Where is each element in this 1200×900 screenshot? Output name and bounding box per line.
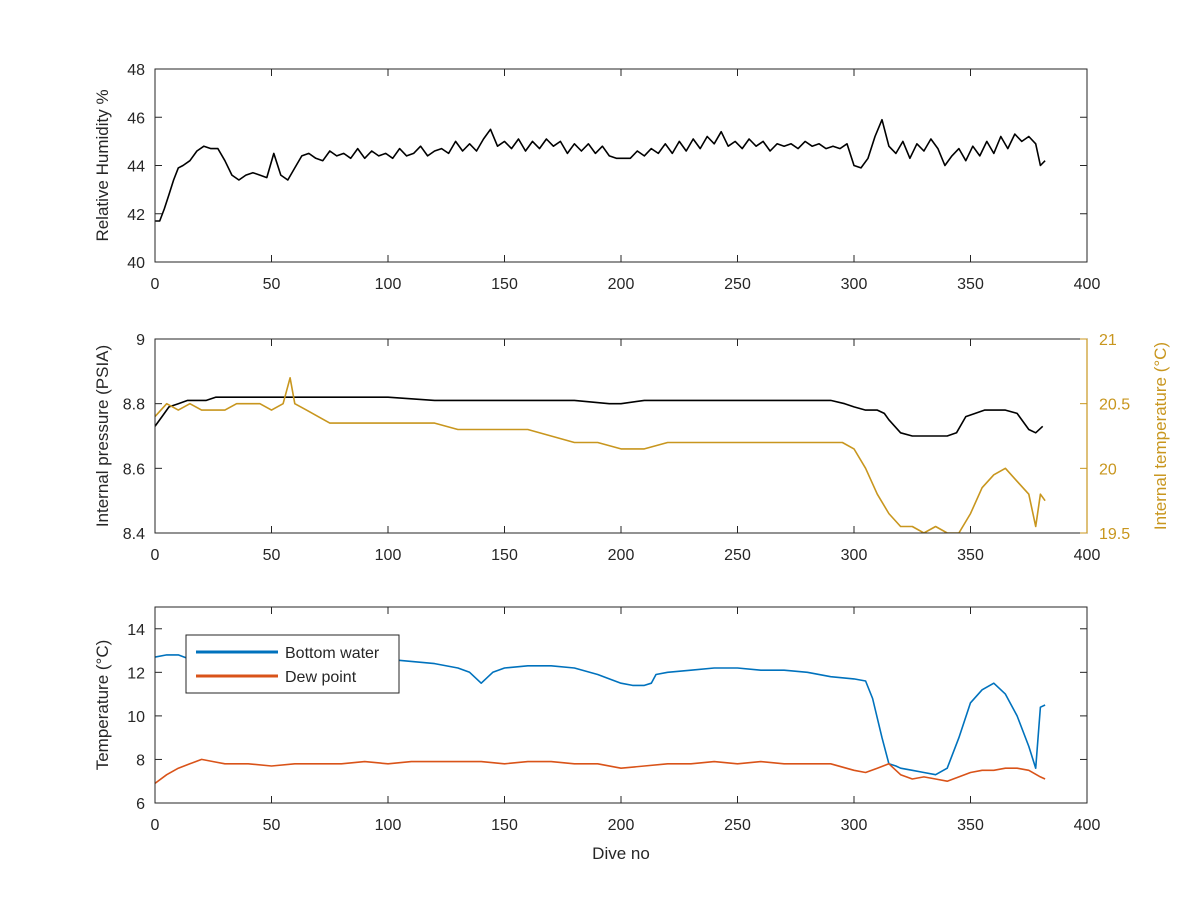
series-line-1 (155, 118, 1046, 222)
x-tick-label: 0 (151, 276, 160, 293)
x-tick-label: 0 (151, 547, 160, 564)
legend-box (185, 634, 400, 694)
legend: Bottom water Dew point (185, 634, 400, 694)
x-tick-label: 350 (957, 276, 984, 293)
x-tick-label: 400 (1074, 276, 1101, 293)
series-line-2 (155, 376, 1046, 533)
y-tick-label: 48 (127, 62, 145, 79)
x-tick-label: 100 (375, 276, 402, 293)
x-tick-label: 50 (263, 547, 281, 564)
chart-panel-1: 0 50 100 150 200 250 300 350 400 40 42 44 46 48 Relati… (93, 62, 1100, 293)
x-tick-label: 100 (375, 547, 402, 564)
series-line-2 (155, 758, 1046, 785)
x-tick-label: 150 (491, 276, 518, 293)
x-tick-label: 150 (491, 547, 518, 564)
y-tick-label: 8.8 (123, 397, 145, 414)
y-tick-label: 6 (136, 796, 145, 813)
y-tick-label: 14 (127, 622, 145, 639)
chart-panel-3: 0 50 100 150 200 250 300 350 400 6 8 10 12 14 Temperat… (93, 606, 1101, 863)
y-tick-label: 12 (127, 665, 145, 682)
y-tick-label: 8 (136, 752, 145, 769)
x-tick-label: 250 (724, 547, 751, 564)
x-tick-label: 300 (841, 817, 868, 834)
y-axis-label: Relative Humidity % (93, 89, 112, 241)
x-tick-label: 300 (841, 276, 868, 293)
x-tick-label: 350 (957, 547, 984, 564)
x-tick-label: 400 (1074, 817, 1101, 834)
y2-tick-label: 21 (1099, 332, 1117, 349)
x-tick-label: 300 (841, 547, 868, 564)
x-tick-label: 150 (491, 817, 518, 834)
x-tick-label: 400 (1074, 547, 1101, 564)
y-axis-label: Internal pressure (PSIA) (93, 345, 112, 527)
y-tick-label: 44 (127, 159, 145, 176)
y-tick-label: 42 (127, 207, 145, 224)
chart-panel-2: 0 50 100 150 200 250 300 350 400 8.4 8.6 8.8 9 19.5 20… (93, 332, 1170, 564)
x-tick-label: 0 (151, 817, 160, 834)
legend-label-2: Dew point (285, 669, 357, 686)
y-tick-label: 8.4 (123, 526, 145, 543)
series-line-1 (155, 396, 1044, 437)
axes-box (154, 68, 1088, 263)
x-tick-label: 50 (263, 817, 281, 834)
x-tick-label: 200 (608, 276, 635, 293)
y2-tick-label: 20.5 (1099, 397, 1130, 414)
y-tick-label: 8.6 (123, 461, 145, 478)
x-tick-label: 50 (263, 276, 281, 293)
x-axis-label: Dive no (592, 844, 650, 863)
y-tick-label: 46 (127, 110, 145, 127)
x-tick-label: 250 (724, 276, 751, 293)
y2-axis-label: Internal temperature (°C) (1151, 342, 1170, 530)
legend-label-1: Bottom water (285, 645, 380, 662)
y-tick-label: 10 (127, 709, 145, 726)
y-axis-label: Temperature (°C) (93, 640, 112, 771)
x-tick-label: 200 (608, 547, 635, 564)
y-tick-label: 9 (136, 332, 145, 349)
x-tick-label: 350 (957, 817, 984, 834)
y-tick-label: 40 (127, 255, 145, 272)
y2-tick-label: 19.5 (1099, 526, 1130, 543)
x-tick-label: 250 (724, 817, 751, 834)
x-tick-label: 200 (608, 817, 635, 834)
x-tick-label: 100 (375, 817, 402, 834)
y2-tick-label: 20 (1099, 461, 1117, 478)
